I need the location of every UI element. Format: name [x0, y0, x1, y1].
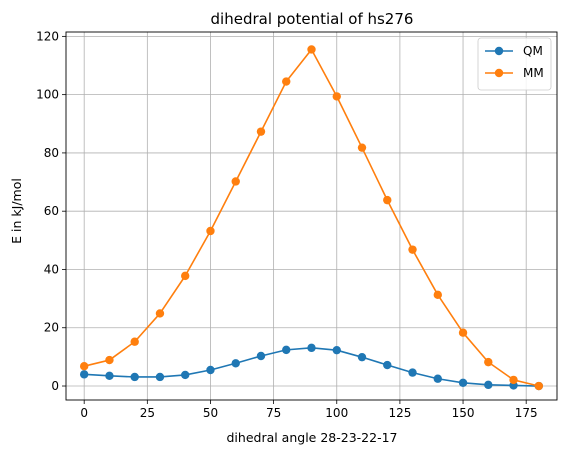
- y-tick-label: 0: [51, 379, 59, 393]
- data-point-qm: [282, 345, 291, 355]
- y-tick-label: 40: [44, 262, 59, 276]
- data-point-qm: [484, 380, 493, 390]
- data-point-mm: [433, 290, 442, 300]
- y-tick-label: 100: [36, 88, 59, 102]
- data-point-mm: [484, 357, 493, 367]
- data-point-mm: [206, 226, 215, 236]
- y-tick-label: 20: [44, 321, 59, 335]
- x-tick-label: 150: [452, 406, 475, 420]
- y-tick-label: 80: [44, 146, 59, 160]
- data-point-qm: [130, 372, 139, 382]
- data-point-mm: [307, 45, 316, 54]
- data-point-qm: [181, 370, 190, 380]
- data-point-qm: [79, 370, 89, 379]
- data-point-mm: [256, 127, 266, 136]
- data-point-qm: [408, 368, 417, 377]
- legend-label-mm: MM: [523, 66, 544, 80]
- y-tick-label: 120: [36, 29, 59, 43]
- data-point-qm: [155, 372, 165, 382]
- data-point-qm: [433, 374, 442, 383]
- x-tick-label: 75: [266, 406, 281, 420]
- data-point-mm: [105, 355, 114, 365]
- data-point-qm: [206, 365, 215, 375]
- data-point-mm: [383, 195, 392, 205]
- data-point-mm: [332, 92, 341, 101]
- data-point-mm: [408, 245, 417, 254]
- x-tick-label: 25: [140, 406, 155, 420]
- data-point-qm: [332, 345, 341, 355]
- x-axis-label: dihedral angle 28-23-22-17: [226, 430, 397, 445]
- y-tick-label: 60: [44, 204, 59, 218]
- x-tick-label: 0: [80, 406, 88, 420]
- data-point-qm: [357, 352, 367, 362]
- legend-marker-mm: [494, 68, 504, 78]
- plot-frame: [65, 31, 558, 401]
- data-point-mm: [282, 77, 291, 86]
- x-tick-label: 50: [203, 406, 218, 420]
- data-point-qm: [383, 360, 392, 370]
- grid-lines: [66, 32, 557, 400]
- data-point-qm: [256, 351, 266, 361]
- y-axis-label: E in kJ/mol: [9, 178, 24, 244]
- data-point-mm: [534, 381, 544, 391]
- data-point-qm: [458, 378, 468, 388]
- data-point-mm: [458, 328, 468, 337]
- x-tick-label: 125: [388, 406, 411, 420]
- data-point-mm: [130, 337, 139, 346]
- data-point-qm: [307, 343, 316, 353]
- data-point-mm: [357, 143, 367, 152]
- data-point-mm: [79, 362, 89, 371]
- legend-marker-qm: [494, 46, 504, 56]
- data-point-mm: [155, 309, 165, 318]
- legend: QM MM: [477, 37, 552, 91]
- data-point-mm: [181, 271, 190, 281]
- x-tick-label: 175: [515, 406, 538, 420]
- series-mm: [79, 45, 544, 391]
- data-point-qm: [231, 359, 240, 368]
- data-point-mm: [231, 177, 240, 186]
- legend-label-qm: QM: [523, 44, 543, 58]
- series-qm: [79, 343, 544, 391]
- x-tick-label: 100: [325, 406, 348, 420]
- series-line-mm: [83, 48, 540, 387]
- data-point-mm: [509, 375, 518, 385]
- chart-title: dihedral potential of hs276: [211, 10, 414, 28]
- data-point-qm: [105, 371, 114, 381]
- series-line-qm: [84, 347, 539, 387]
